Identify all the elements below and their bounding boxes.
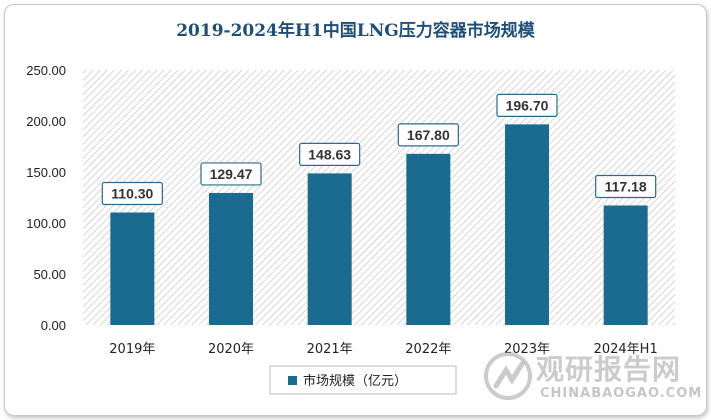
data-label: 167.80	[407, 127, 450, 143]
chart-title: 2019-2024年H1中国LNG压力容器市场规模	[176, 21, 535, 41]
x-tick-label: 2024年H1	[594, 342, 658, 357]
bar	[406, 153, 451, 325]
data-label: 129.47	[210, 166, 253, 182]
data-label-box	[496, 93, 558, 117]
watermark: 观研报告网 CHINABAOGAO.COM	[478, 348, 703, 410]
y-tick-label: 100.00	[26, 216, 66, 231]
y-tick-label: 0.00	[41, 318, 66, 333]
legend-swatch	[288, 376, 297, 385]
data-label-box	[299, 142, 361, 166]
watermark-logo-icon	[484, 352, 532, 400]
data-label-box	[200, 162, 262, 186]
y-tick-label: 250.00	[26, 63, 66, 78]
x-tick-label: 2021年	[307, 342, 353, 357]
plot-area	[83, 70, 675, 325]
legend-box	[269, 365, 457, 395]
chart-title-wrap: 2019-2024年H1中国LNG压力容器市场规模	[0, 16, 711, 41]
bar	[209, 192, 253, 325]
y-tick-label: 200.00	[26, 114, 66, 129]
data-label-box	[397, 123, 459, 147]
x-tick-label: 2022年	[405, 342, 451, 357]
bar	[307, 173, 352, 325]
data-label-box	[101, 181, 163, 206]
data-label: 148.63	[308, 146, 351, 162]
x-tick-label: 2020年	[208, 342, 254, 357]
x-tick-label: 2019年	[109, 342, 155, 357]
legend-label: 市场规模（亿元）	[303, 373, 407, 389]
data-label: 117.18	[605, 178, 647, 194]
data-label: 110.30	[111, 185, 153, 201]
data-label: 196.70	[506, 97, 549, 113]
data-label-box	[595, 174, 657, 199]
bar	[110, 212, 155, 325]
y-tick-label: 150.00	[26, 165, 66, 180]
watermark-brand: 观研报告网	[536, 353, 682, 386]
y-tick-label: 50.00	[33, 267, 66, 282]
bar	[505, 124, 549, 325]
watermark-url: CHINABAOGAO.COM	[540, 386, 703, 401]
bar	[603, 205, 648, 325]
